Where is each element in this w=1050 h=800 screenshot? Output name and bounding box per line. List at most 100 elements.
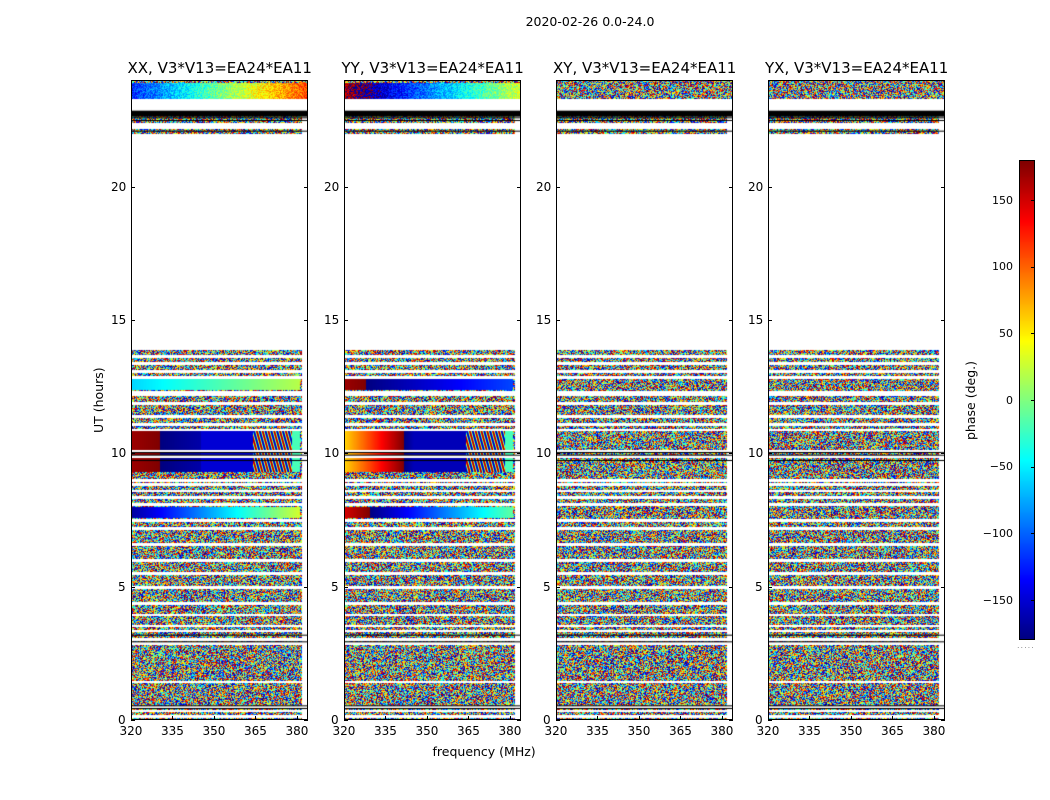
heatmap-panel-yx <box>768 80 945 720</box>
x-tick-mark <box>426 716 428 720</box>
y-tick-mark <box>304 720 308 721</box>
colorbar-tick-mark <box>1031 333 1035 335</box>
y-tick-label: 5 <box>331 579 339 594</box>
y-tick-mark <box>941 320 945 321</box>
y-tick-label: 15 <box>324 313 340 327</box>
y-tick-mark <box>344 453 348 455</box>
colorbar-tick-label: 50 <box>999 326 1013 340</box>
x-tick-label: 380 <box>710 724 734 738</box>
panel-title-yy: YY, V3*V13=EA24*EA11 <box>341 59 524 77</box>
x-tick-mark <box>131 716 132 720</box>
y-tick-label: 20 <box>324 179 340 194</box>
x-tick-mark <box>296 716 298 720</box>
y-tick-label: 5 <box>118 579 126 594</box>
x-tick-label: 365 <box>243 724 267 738</box>
x-tick-mark <box>933 716 935 720</box>
x-tick-mark <box>768 716 769 720</box>
y-tick-mark <box>131 586 135 588</box>
y-tick-mark <box>556 586 560 588</box>
y-tick-mark <box>941 186 945 188</box>
y-tick-label: 0 <box>755 713 763 727</box>
y-tick-mark <box>556 320 560 321</box>
y-tick-mark <box>131 720 135 721</box>
x-tick-mark <box>344 716 345 720</box>
y-tick-mark <box>729 453 733 455</box>
x-tick-label: 320 <box>332 724 356 738</box>
y-tick-mark <box>344 720 348 721</box>
x-tick-mark <box>721 716 723 720</box>
y-tick-mark <box>941 453 945 455</box>
heatmap-image-xx <box>131 80 308 720</box>
x-tick-label: 350 <box>415 724 439 738</box>
colorbar-tick-label: 100 <box>992 260 1013 274</box>
y-tick-mark <box>556 453 560 455</box>
heatmap-image-yy <box>344 80 521 720</box>
x-tick-mark <box>850 716 852 720</box>
y-tick-label: 10 <box>324 446 340 461</box>
x-tick-mark <box>892 716 894 720</box>
y-tick-label: 15 <box>111 313 127 327</box>
y-tick-mark <box>344 586 348 588</box>
y-tick-mark <box>344 186 348 188</box>
colorbar-tick-label: −100 <box>982 526 1013 540</box>
y-tick-mark <box>517 453 521 455</box>
y-tick-mark <box>131 320 135 321</box>
y-tick-label: 5 <box>543 579 551 594</box>
y-tick-mark <box>768 453 772 455</box>
panel-title-xy: XY, V3*V13=EA24*EA11 <box>553 59 737 77</box>
y-tick-mark <box>941 720 945 721</box>
colorbar-label: phase (deg.) <box>963 360 978 440</box>
y-tick-mark <box>729 320 733 321</box>
x-tick-label: 320 <box>544 724 568 738</box>
y-tick-label: 0 <box>118 713 126 727</box>
heatmap-panel-yy <box>344 80 521 720</box>
x-tick-label: 335 <box>797 724 821 738</box>
y-tick-mark <box>131 186 135 188</box>
x-tick-label: 380 <box>285 724 309 738</box>
colorbar-tick-mark <box>1031 600 1035 601</box>
x-tick-mark <box>255 716 257 720</box>
x-tick-label: 320 <box>119 724 143 738</box>
y-tick-label: 0 <box>543 713 551 727</box>
y-tick-mark <box>729 186 733 188</box>
y-tick-mark <box>131 453 135 455</box>
y-tick-label: 20 <box>748 179 764 194</box>
figure-suptitle: 2020-02-26 0.0-24.0 <box>525 14 655 29</box>
x-tick-label: 365 <box>668 724 692 738</box>
x-tick-mark <box>638 716 640 720</box>
x-tick-mark <box>809 716 811 720</box>
colorbar-tick-label: −150 <box>982 593 1013 607</box>
y-tick-mark <box>729 586 733 588</box>
x-tick-label: 365 <box>880 724 904 738</box>
colorbar-tick-label: 0 <box>1006 393 1013 407</box>
y-tick-mark <box>517 320 521 321</box>
x-tick-label: 365 <box>456 724 480 738</box>
colorbar-tick-mark <box>1031 533 1035 535</box>
y-tick-mark <box>768 320 772 321</box>
colorbar-tick-label: 150 <box>992 193 1013 207</box>
y-tick-label: 20 <box>536 179 552 194</box>
heatmap-panel-xx <box>131 80 308 720</box>
y-tick-mark <box>729 720 733 721</box>
y-tick-label: 10 <box>748 446 764 461</box>
x-tick-mark <box>597 716 599 720</box>
panel-title-yx: YX, V3*V13=EA24*EA11 <box>765 59 949 77</box>
panel-title-xx: XX, V3*V13=EA24*EA11 <box>127 59 312 77</box>
x-tick-mark <box>172 716 174 720</box>
x-tick-label: 380 <box>498 724 522 738</box>
colorbar-tick-mark <box>1031 200 1035 201</box>
y-tick-mark <box>768 720 772 721</box>
x-tick-label: 350 <box>839 724 863 738</box>
colorbar-tick-mark <box>1031 466 1035 468</box>
y-tick-mark <box>768 586 772 588</box>
y-tick-mark <box>768 186 772 188</box>
x-tick-mark <box>385 716 387 720</box>
colorbar-tick-mark <box>1031 400 1035 401</box>
x-axis-label: frequency (MHz) <box>432 744 536 759</box>
y-tick-label: 5 <box>755 579 763 594</box>
y-tick-mark <box>517 586 521 588</box>
y-tick-label: 10 <box>536 446 552 461</box>
x-tick-label: 380 <box>922 724 946 738</box>
x-tick-label: 335 <box>585 724 609 738</box>
